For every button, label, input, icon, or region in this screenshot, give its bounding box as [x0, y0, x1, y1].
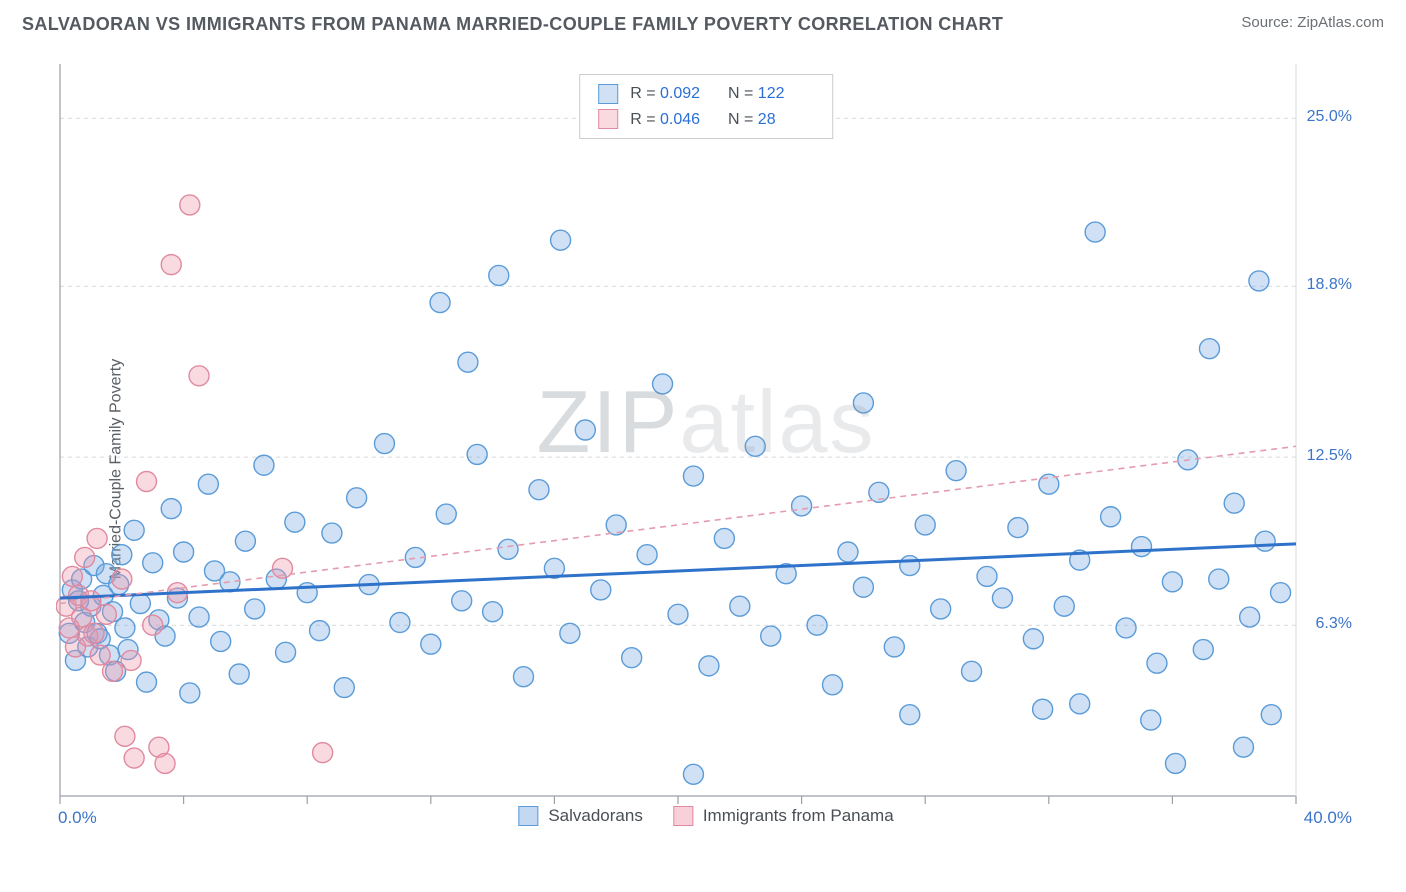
n-label: N =: [728, 111, 753, 128]
r-label: R =: [630, 111, 655, 128]
y-tick-label: 12.5%: [1307, 447, 1352, 465]
legend-item-0: Salvadorans: [518, 806, 643, 826]
source-attribution: Source: ZipAtlas.com: [1241, 14, 1384, 31]
legend-label-0: Salvadorans: [548, 806, 643, 826]
legend-item-1: Immigrants from Panama: [673, 806, 894, 826]
stats-row-1: R = 0.046 N = 28: [598, 107, 814, 133]
chart-title: SALVADORAN VS IMMIGRANTS FROM PANAMA MAR…: [22, 14, 1003, 35]
x-axis-max-label: 40.0%: [1304, 808, 1352, 828]
chart-container: Married-Couple Family Poverty ZIPatlas R…: [0, 46, 1406, 892]
legend-label-1: Immigrants from Panama: [703, 806, 894, 826]
y-tick-label: 25.0%: [1307, 108, 1352, 126]
n-value-0: 122: [758, 81, 814, 107]
r-value-0: 0.092: [660, 81, 716, 107]
y-tick-label: 18.8%: [1307, 276, 1352, 294]
source-prefix: Source:: [1241, 14, 1297, 31]
swatch-series-0: [598, 84, 618, 104]
stats-row-0: R = 0.092 N = 122: [598, 81, 814, 107]
n-label: N =: [728, 85, 753, 102]
source-name: ZipAtlas.com: [1297, 14, 1384, 31]
swatch-legend-0: [518, 806, 538, 826]
n-value-1: 28: [758, 107, 814, 133]
r-value-1: 0.046: [660, 107, 716, 133]
plot-area: ZIPatlas R = 0.092 N = 122 R = 0.046 N =…: [56, 60, 1356, 830]
stats-legend: R = 0.092 N = 122 R = 0.046 N = 28: [579, 74, 833, 139]
x-axis-min-label: 0.0%: [58, 808, 97, 828]
scatter-svg: [56, 60, 1356, 830]
swatch-legend-1: [673, 806, 693, 826]
y-tick-label: 6.3%: [1316, 615, 1352, 633]
r-label: R =: [630, 85, 655, 102]
swatch-series-1: [598, 109, 618, 129]
header: SALVADORAN VS IMMIGRANTS FROM PANAMA MAR…: [0, 0, 1406, 41]
series-legend: Salvadorans Immigrants from Panama: [518, 806, 893, 826]
